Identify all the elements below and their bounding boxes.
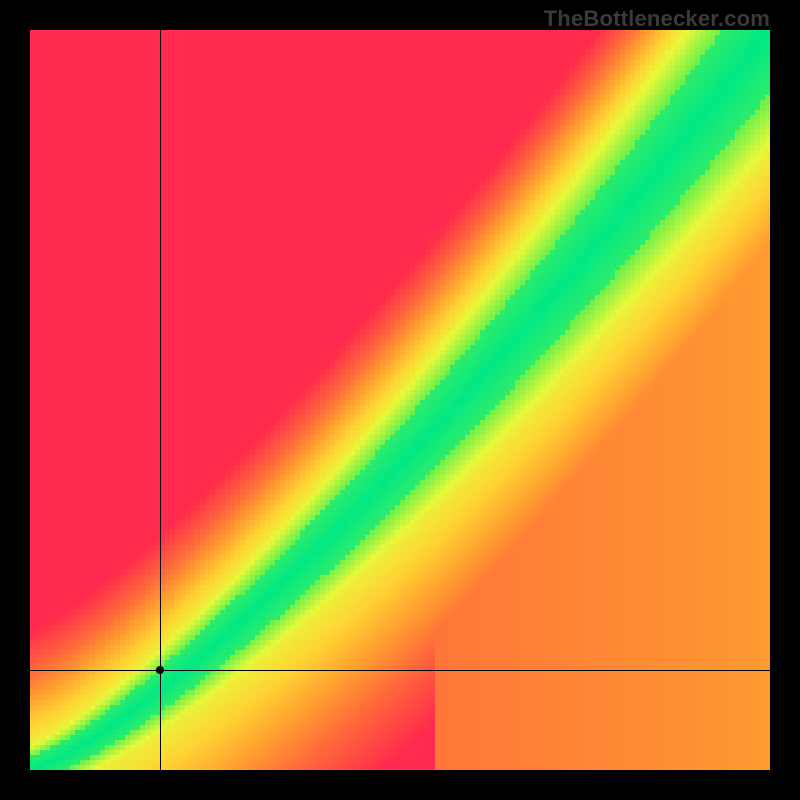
- watermark-text: TheBottlenecker.com: [544, 6, 770, 32]
- heatmap-canvas: [30, 30, 770, 770]
- chart-container: TheBottlenecker.com: [0, 0, 800, 800]
- plot-area: [30, 30, 770, 770]
